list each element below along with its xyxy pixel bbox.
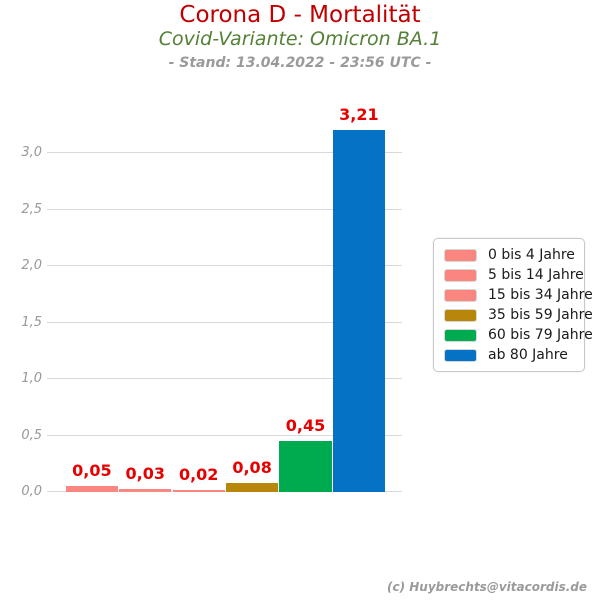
bar-60-bis-79-jahre [279, 441, 332, 492]
gridline-2,0 [47, 265, 402, 267]
gridline-1,0 [47, 378, 402, 380]
bar-35-bis-59-jahre [225, 482, 279, 492]
legend-item-5-bis-14-jahre: 5 bis 14 Jahre [444, 265, 584, 285]
legend-label: 5 bis 14 Jahre [488, 267, 584, 283]
gridline-2,5 [47, 208, 402, 210]
chart-title: Corona D - Mortalität [179, 2, 421, 28]
bar-value-label: 0,08 [232, 457, 272, 477]
bar-value-label: 0,03 [125, 463, 166, 483]
legend-item-15-bis-34-jahre: 15 bis 34 Jahre [444, 285, 593, 305]
legend-label: 35 bis 59 Jahre [488, 307, 593, 323]
y-tick-label: 0,5 [21, 427, 42, 443]
credit-text: (c) Huybrechts@vitacordis.de [386, 580, 587, 594]
bar-ab-80-jahre [332, 129, 386, 492]
legend-swatch-icon [444, 328, 477, 342]
legend-swatch-icon [444, 288, 477, 302]
legend-swatch-icon [444, 348, 477, 362]
legend-label: 0 bis 4 Jahre [488, 247, 575, 263]
plot-area: 0,05 0,03 0,02 0,08 0,45 3,21 [47, 105, 402, 492]
bar-5-bis-14-jahre [119, 488, 172, 492]
legend-item-0-bis-4-jahre: 0 bis 4 Jahre [444, 245, 575, 265]
legend-label: 60 bis 79 Jahre [488, 327, 593, 343]
bar-15-bis-34-jahre [172, 489, 225, 492]
chart-header: Corona D - Mortalität Covid-Variante: Om… [0, 2, 600, 72]
legend-item-ab-80-jahre: ab 80 Jahre [444, 345, 574, 365]
y-tick-label: 1,0 [21, 371, 42, 387]
legend-swatch-icon [444, 268, 477, 282]
bar-value-label: 3,21 [339, 104, 379, 124]
legend-swatch-icon [444, 308, 477, 322]
gridline-0,5 [47, 434, 402, 436]
y-tick-label: 1,5 [21, 314, 42, 330]
gridline-3,0 [47, 152, 402, 154]
y-tick-label: 0,0 [21, 484, 42, 499]
chart-stand-line: - Stand: 13.04.2022 - 23:56 UTC - [168, 55, 432, 72]
gridline-1,5 [47, 321, 402, 323]
legend-item-35-bis-59-jahre: 35 bis 59 Jahre [444, 305, 593, 325]
y-tick-label: 2,5 [21, 201, 42, 217]
bar-0-bis-4-jahre [65, 486, 119, 492]
chart-subtitle: Covid-Variante: Omicron BA.1 [158, 28, 442, 51]
y-tick-label: 3,0 [21, 145, 42, 161]
y-tick-label: 2,0 [21, 258, 42, 274]
bar-value-label: 0,45 [285, 416, 326, 436]
legend-swatch-icon [444, 248, 477, 262]
bar-value-label: 0,05 [72, 461, 112, 481]
legend-label: 15 bis 34 Jahre [488, 287, 593, 303]
bar-value-label: 0,02 [178, 464, 219, 484]
legend: 0 bis 4 Jahre 5 bis 14 Jahre 15 bis 34 Jah… [433, 238, 593, 372]
legend-label: ab 80 Jahre [488, 347, 568, 363]
legend-item-60-bis-79-jahre: 60 bis 79 Jahre [444, 325, 593, 345]
